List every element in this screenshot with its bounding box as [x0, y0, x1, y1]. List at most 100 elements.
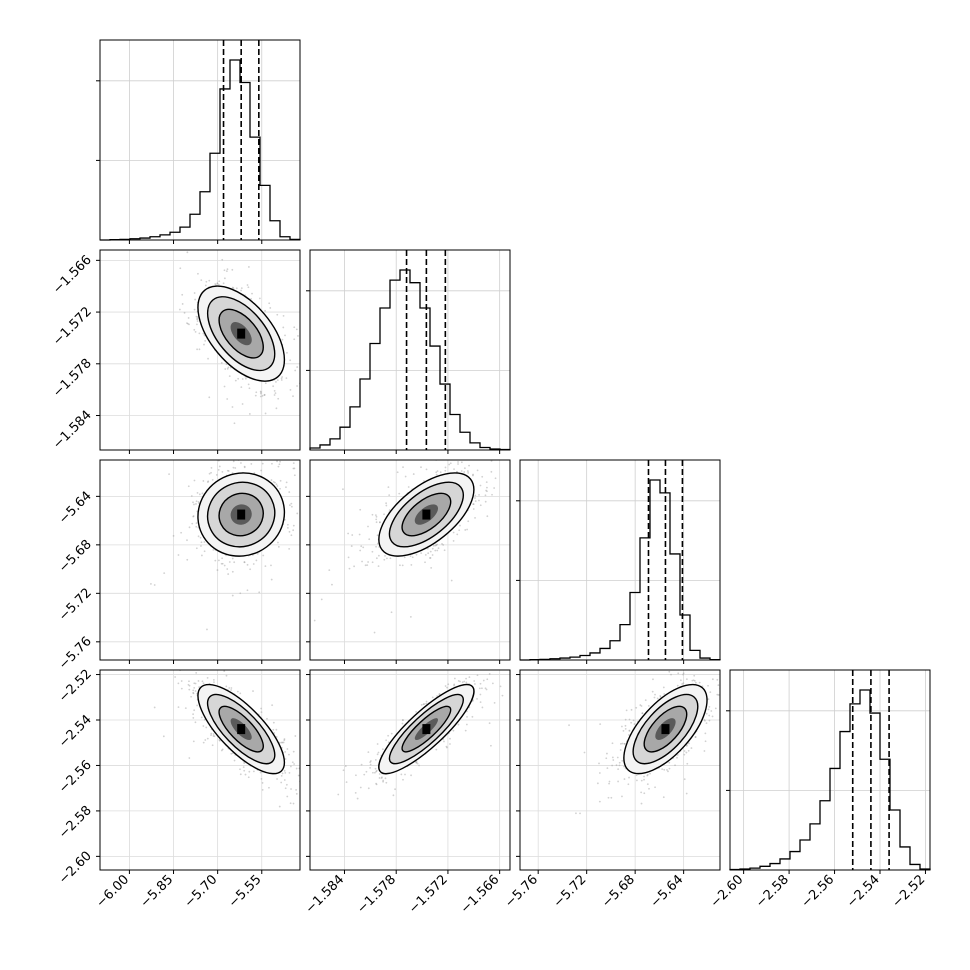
sample-point: [668, 767, 671, 770]
sample-point: [290, 788, 292, 790]
sample-point: [260, 391, 262, 394]
sample-point: [385, 502, 388, 505]
sample-point: [479, 484, 482, 487]
sample-point: [444, 469, 447, 472]
sample-point: [293, 326, 296, 329]
sample-point: [354, 791, 357, 794]
sample-point: [211, 744, 214, 747]
sample-point: [465, 723, 468, 726]
panel-frame: [99, 669, 301, 871]
scatter-panel-3-0: [99, 669, 301, 871]
sample-point: [473, 680, 476, 682]
sample-point: [226, 398, 229, 400]
sample-point: [295, 792, 298, 795]
sample-point: [488, 722, 491, 725]
sample-point: [401, 564, 404, 567]
sample-point: [389, 557, 392, 560]
sample-point: [224, 368, 227, 370]
sample-point: [230, 689, 233, 691]
sample-point: [293, 763, 295, 765]
sample-point: [200, 541, 203, 544]
sample-point: [479, 693, 482, 696]
sample-point: [294, 369, 297, 372]
sample-point: [261, 788, 264, 791]
sample-point: [459, 524, 461, 527]
sample-point: [200, 279, 203, 282]
sample-point: [203, 343, 205, 346]
panel-frame: [519, 459, 721, 661]
sample-point: [292, 467, 295, 470]
sample-point: [232, 287, 235, 290]
sample-point: [499, 685, 502, 688]
sample-point: [284, 334, 286, 337]
sample-point: [258, 297, 261, 300]
sample-point: [289, 389, 292, 391]
sample-point: [457, 461, 459, 463]
sample-point: [598, 762, 600, 765]
sample-point: [192, 515, 195, 518]
sample-point: [194, 330, 197, 333]
sample-point: [223, 564, 226, 567]
panel-content: [153, 670, 300, 808]
sample-point: [260, 469, 262, 472]
sample-point: [228, 561, 231, 563]
sample-point: [374, 767, 377, 770]
sample-point: [303, 521, 305, 523]
sample-point: [344, 765, 347, 767]
sample-point: [261, 394, 264, 397]
sample-point: [210, 732, 213, 735]
histogram-step: [100, 59, 301, 241]
sample-point: [436, 543, 439, 546]
sample-point: [378, 554, 380, 557]
sample-point: [292, 750, 295, 753]
sample-point: [491, 662, 493, 664]
sample-point: [273, 732, 276, 734]
sample-point: [194, 682, 197, 685]
panel-frame: [99, 249, 301, 451]
sample-point: [211, 479, 214, 481]
sample-point: [448, 463, 451, 466]
sample-point: [493, 457, 495, 459]
sample-point: [261, 782, 264, 784]
sample-point: [478, 499, 480, 502]
sample-point: [375, 782, 378, 785]
sample-point: [232, 460, 235, 463]
sample-point: [177, 706, 180, 709]
sample-point: [206, 676, 209, 679]
density-peak: [237, 328, 246, 339]
sample-point: [444, 685, 447, 687]
sample-point: [375, 770, 378, 773]
sample-point: [263, 393, 266, 396]
sample-point: [676, 756, 678, 759]
sample-point: [457, 723, 460, 726]
sample-point: [385, 781, 388, 784]
sample-point: [429, 557, 431, 559]
sample-point: [468, 464, 470, 467]
sample-point: [485, 481, 488, 483]
sample-point: [187, 317, 190, 319]
sample-point: [206, 628, 208, 631]
sample-point: [472, 503, 475, 506]
sample-point: [196, 348, 199, 351]
sample-point: [280, 781, 283, 784]
sample-point: [198, 493, 201, 496]
sample-point: [649, 772, 651, 775]
sample-point: [302, 328, 304, 330]
sample-point: [467, 453, 469, 455]
sample-point: [281, 772, 284, 775]
sample-point: [206, 737, 209, 740]
sample-point: [491, 682, 494, 685]
sample-point: [181, 303, 184, 305]
sample-point: [264, 565, 267, 568]
sample-point: [247, 383, 250, 386]
sample-point: [292, 802, 295, 805]
sample-point: [708, 719, 711, 722]
sample-point: [223, 670, 226, 673]
sample-point: [192, 692, 195, 695]
sample-point: [196, 323, 198, 326]
sample-point: [186, 539, 188, 542]
sample-point: [181, 293, 184, 296]
sample-point: [150, 583, 152, 585]
sample-point: [220, 562, 223, 565]
sample-point: [195, 315, 198, 318]
